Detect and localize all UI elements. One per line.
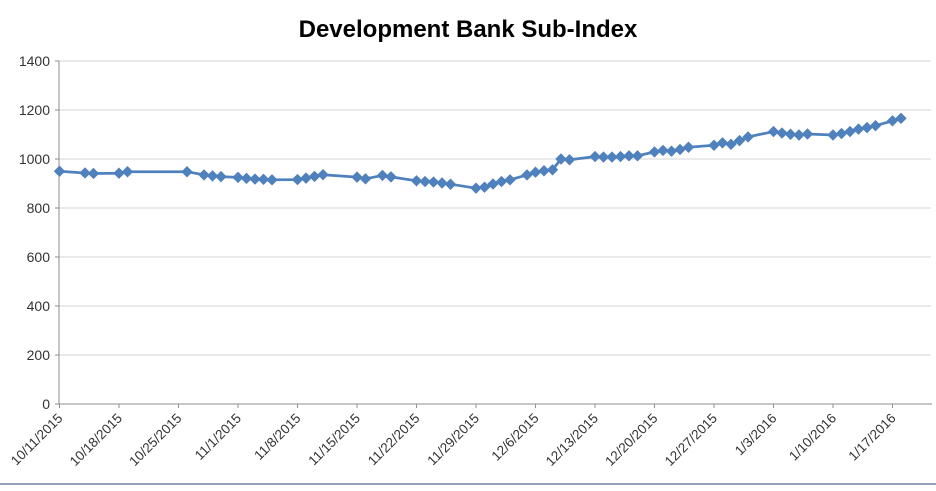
data-point-marker: [784, 128, 797, 140]
data-point-marker: [385, 171, 397, 183]
data-point-marker: [240, 172, 253, 185]
data-point-marker: [410, 175, 423, 187]
x-axis-label: 1/3/2016: [732, 411, 780, 459]
gridlines: [59, 60, 931, 356]
x-axis-label: 12/20/2015: [602, 411, 660, 469]
y-axis-label: 1200: [19, 102, 50, 118]
data-point-marker: [546, 164, 559, 176]
data-point-marker: [495, 175, 508, 188]
data-point-marker: [232, 171, 244, 184]
data-point-marker: [793, 129, 805, 141]
x-axis-label: 1/17/2016: [846, 411, 899, 464]
data-point-marker: [767, 125, 780, 138]
data-point-marker: [801, 128, 814, 140]
x-axis-label: 10/25/2015: [126, 411, 184, 469]
data-point-marker: [716, 137, 729, 149]
x-axis-label: 12/6/2015: [489, 411, 542, 464]
data-point-marker: [708, 139, 720, 151]
data-point-marker: [317, 168, 329, 181]
x-axis-label: 11/1/2015: [192, 411, 244, 463]
data-point-marker: [427, 176, 440, 188]
data-point-marker: [487, 178, 499, 190]
data-point-marker: [895, 112, 907, 125]
data-point-marker: [121, 166, 134, 178]
data-point-marker: [827, 129, 839, 141]
data-point-marker: [614, 150, 627, 163]
data-point-marker: [206, 170, 219, 182]
data-point-marker: [631, 150, 644, 162]
data-point-marker: [852, 123, 865, 135]
data-point-marker: [538, 165, 550, 177]
data-point-marker: [776, 127, 788, 139]
data-point-marker: [198, 169, 210, 181]
data-point-marker: [215, 170, 227, 183]
x-axis-label: 11/22/2015: [365, 411, 423, 469]
x-axis-label: 11/15/2015: [305, 411, 363, 469]
data-point-marker: [181, 166, 193, 178]
y-axis-label: 1400: [19, 53, 50, 69]
data-point-marker: [742, 131, 754, 143]
data-point-marker: [648, 146, 661, 158]
y-axis-label: 0: [42, 396, 50, 412]
data-point-marker: [300, 172, 312, 184]
data-point-marker: [886, 115, 899, 127]
y-axis-label: 800: [27, 200, 51, 216]
data-point-marker: [844, 125, 856, 138]
x-axis-label: 11/8/2015: [251, 411, 303, 463]
x-axis-label: 12/27/2015: [662, 411, 720, 469]
data-point-marker: [869, 119, 882, 132]
x-axis-labels: 10/11/2015 10/18/2015 10/25/2015 11/1/2015 1…: [8, 411, 899, 469]
data-point-marker: [478, 181, 491, 193]
data-point-marker: [733, 134, 746, 147]
data-point-marker: [674, 143, 686, 156]
data-point-marker: [563, 154, 576, 166]
data-point-marker: [53, 165, 66, 177]
y-axis-label: 400: [27, 298, 51, 314]
data-point-marker: [725, 138, 737, 151]
data-point-marker: [308, 170, 321, 183]
data-point-marker: [444, 178, 457, 190]
data-point-marker: [376, 169, 389, 182]
data-point-marker: [113, 167, 125, 179]
data-point-marker: [291, 173, 304, 186]
data-point-marker: [359, 173, 372, 185]
series: [53, 112, 907, 194]
data-point-marker: [504, 174, 516, 186]
data-point-marker: [861, 121, 873, 134]
data-point-marker: [657, 144, 669, 157]
x-axis-label: 12/13/2015: [543, 411, 601, 469]
data-point-marker: [529, 166, 542, 178]
data-point-marker: [470, 182, 482, 194]
x-axis-label: 10/18/2015: [67, 411, 125, 469]
data-point-marker: [665, 145, 678, 157]
x-axis-label: 1/10/2016: [786, 411, 839, 464]
data-point-marker: [436, 177, 448, 189]
data-point-marker: [682, 141, 695, 153]
data-point-marker: [351, 171, 363, 183]
x-axis-label: 11/29/2015: [424, 411, 482, 469]
data-point-marker: [87, 167, 100, 180]
data-point-marker: [266, 174, 278, 186]
data-point-marker: [835, 127, 848, 140]
chart-title: Development Bank Sub-Index: [299, 16, 638, 43]
data-point-marker: [521, 169, 533, 181]
y-axis-label: 1000: [19, 151, 50, 167]
y-axis-labels: 0 200 400 600 800 1000 1200 1400: [19, 53, 50, 412]
y-axis-label: 600: [27, 249, 51, 265]
x-axis-label: 10/11/2015: [8, 411, 66, 469]
axes: [55, 60, 932, 408]
y-axis-label: 200: [27, 347, 51, 363]
